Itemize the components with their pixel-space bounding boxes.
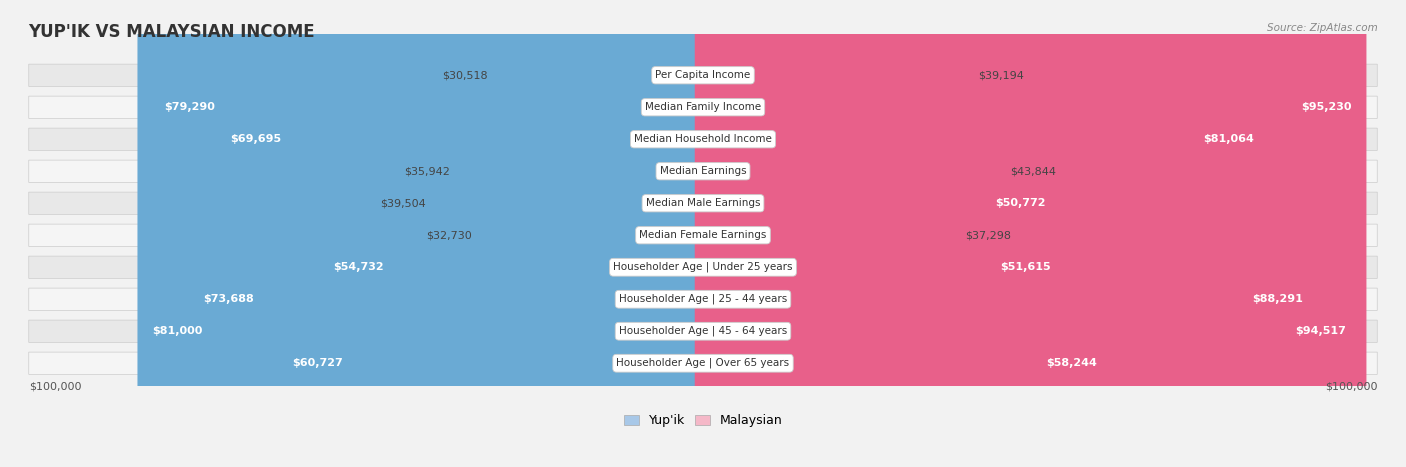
- Text: $100,000: $100,000: [28, 382, 82, 392]
- FancyBboxPatch shape: [188, 0, 711, 467]
- FancyBboxPatch shape: [28, 288, 1378, 311]
- Text: YUP'IK VS MALAYSIAN INCOME: YUP'IK VS MALAYSIAN INCOME: [28, 23, 315, 42]
- Text: $81,000: $81,000: [153, 326, 202, 336]
- Text: $37,298: $37,298: [965, 230, 1011, 240]
- FancyBboxPatch shape: [470, 0, 711, 467]
- Text: Householder Age | Under 25 years: Householder Age | Under 25 years: [613, 262, 793, 273]
- Text: $43,844: $43,844: [1010, 166, 1056, 176]
- FancyBboxPatch shape: [28, 320, 1378, 342]
- FancyBboxPatch shape: [695, 0, 981, 467]
- Text: $35,942: $35,942: [405, 166, 450, 176]
- Text: $39,504: $39,504: [380, 198, 426, 208]
- FancyBboxPatch shape: [695, 0, 1319, 467]
- Text: Householder Age | 25 - 44 years: Householder Age | 25 - 44 years: [619, 294, 787, 304]
- Text: $73,688: $73,688: [202, 294, 253, 304]
- FancyBboxPatch shape: [28, 352, 1378, 375]
- Text: Median Earnings: Median Earnings: [659, 166, 747, 176]
- FancyBboxPatch shape: [695, 0, 1367, 467]
- Text: $100,000: $100,000: [1324, 382, 1378, 392]
- Text: Householder Age | Over 65 years: Householder Age | Over 65 years: [616, 358, 790, 368]
- FancyBboxPatch shape: [695, 0, 1112, 467]
- Text: $50,772: $50,772: [995, 198, 1046, 208]
- Text: $51,615: $51,615: [1001, 262, 1052, 272]
- FancyBboxPatch shape: [28, 128, 1378, 150]
- FancyBboxPatch shape: [28, 224, 1378, 247]
- FancyBboxPatch shape: [28, 64, 1378, 86]
- FancyBboxPatch shape: [138, 0, 711, 467]
- Legend: Yup'ik, Malaysian: Yup'ik, Malaysian: [619, 409, 787, 432]
- Text: $81,064: $81,064: [1204, 134, 1254, 144]
- Text: Median Household Income: Median Household Income: [634, 134, 772, 144]
- FancyBboxPatch shape: [28, 256, 1378, 278]
- Text: Median Female Earnings: Median Female Earnings: [640, 230, 766, 240]
- Text: $39,194: $39,194: [979, 70, 1024, 80]
- FancyBboxPatch shape: [28, 192, 1378, 214]
- FancyBboxPatch shape: [447, 0, 711, 467]
- FancyBboxPatch shape: [28, 160, 1378, 183]
- Text: $88,291: $88,291: [1253, 294, 1303, 304]
- Text: Source: ZipAtlas.com: Source: ZipAtlas.com: [1267, 23, 1378, 33]
- Text: Median Male Earnings: Median Male Earnings: [645, 198, 761, 208]
- FancyBboxPatch shape: [695, 0, 1066, 467]
- FancyBboxPatch shape: [695, 0, 1270, 467]
- Text: $30,518: $30,518: [441, 70, 488, 80]
- Text: $54,732: $54,732: [333, 262, 384, 272]
- Text: $58,244: $58,244: [1046, 358, 1097, 368]
- FancyBboxPatch shape: [695, 0, 1012, 467]
- Text: Per Capita Income: Per Capita Income: [655, 70, 751, 80]
- FancyBboxPatch shape: [149, 0, 711, 467]
- Text: $94,517: $94,517: [1295, 326, 1347, 336]
- FancyBboxPatch shape: [695, 0, 1060, 467]
- Text: $32,730: $32,730: [426, 230, 472, 240]
- Text: $60,727: $60,727: [292, 358, 343, 368]
- Text: $69,695: $69,695: [231, 134, 281, 144]
- Text: $79,290: $79,290: [165, 102, 215, 112]
- FancyBboxPatch shape: [318, 0, 711, 467]
- FancyBboxPatch shape: [215, 0, 711, 467]
- FancyBboxPatch shape: [485, 0, 711, 467]
- FancyBboxPatch shape: [28, 96, 1378, 119]
- FancyBboxPatch shape: [423, 0, 711, 467]
- Text: Median Family Income: Median Family Income: [645, 102, 761, 112]
- Text: Householder Age | 45 - 64 years: Householder Age | 45 - 64 years: [619, 326, 787, 337]
- FancyBboxPatch shape: [277, 0, 711, 467]
- FancyBboxPatch shape: [695, 0, 1361, 467]
- Text: $95,230: $95,230: [1301, 102, 1351, 112]
- FancyBboxPatch shape: [695, 0, 967, 467]
